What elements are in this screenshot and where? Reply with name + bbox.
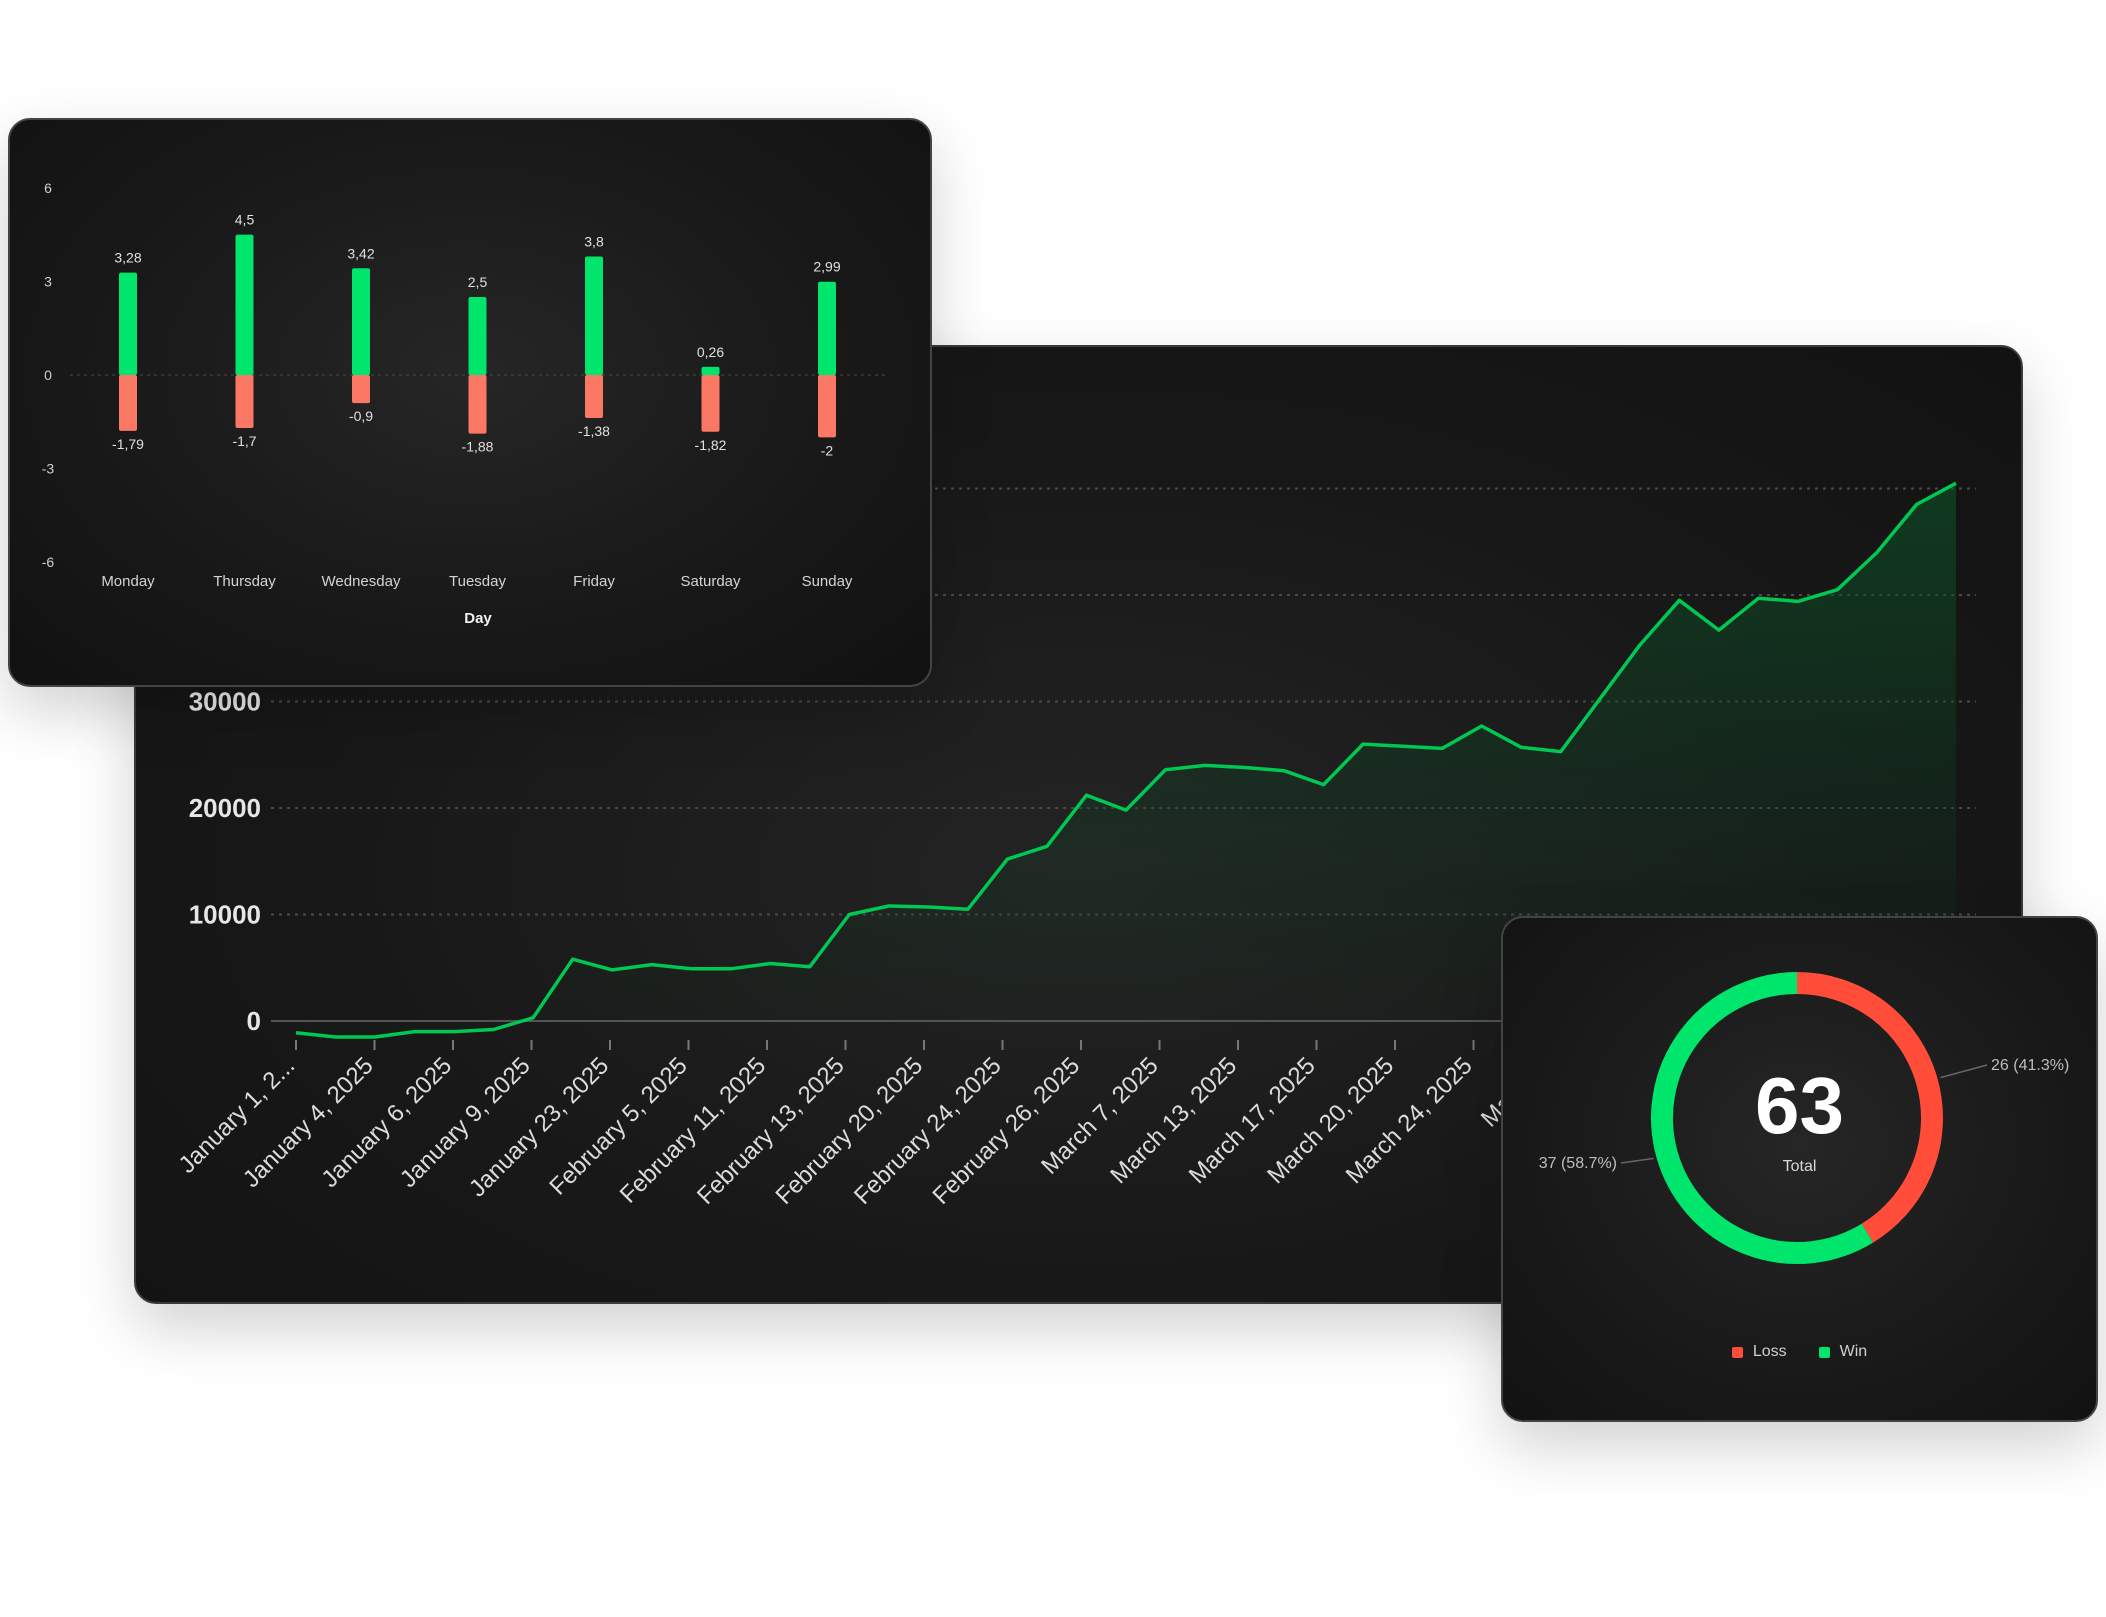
- x-axis-label: Day: [464, 610, 492, 627]
- y-tick-label: 3: [44, 273, 52, 289]
- win-data-label: 0,26: [697, 344, 724, 360]
- x-tick-label: Thursday: [213, 573, 276, 590]
- x-tick-label: Sunday: [802, 573, 853, 590]
- win-data-label: 3,42: [347, 245, 374, 261]
- legend-item-loss[interactable]: Loss: [1731, 1343, 1787, 1361]
- total-count: 63: [1755, 1061, 1844, 1150]
- loss-data-label: -1,82: [695, 437, 727, 453]
- day-of-week-card: 6 3 0 -3 -6 3,28 -1,79 Monday 4,5 -1,7 Thursday 3,4…: [8, 118, 932, 687]
- day-of-week-chart: 6 3 0 -3 -6 3,28 -1,79 Monday 4,5 -1,7 Thursday 3,4…: [42, 180, 888, 627]
- win-bar: [235, 234, 254, 375]
- win-bar: [468, 297, 487, 375]
- y-tick-label: -6: [42, 554, 55, 570]
- x-tick-label: Monday: [101, 573, 155, 590]
- win-bar: [818, 281, 836, 375]
- loss-bar: [701, 375, 720, 432]
- loss-bar: [119, 375, 137, 431]
- win-data-label: 3,8: [584, 233, 604, 249]
- win-bar: [352, 268, 370, 375]
- y-tick-label: -3: [42, 461, 55, 477]
- y-tick-label: 20000: [189, 793, 261, 823]
- win-loss-card: 26 (41.3%) 37 (58.7%) 63 Total Loss Win: [1501, 916, 2098, 1422]
- legend-label-win: Win: [1839, 1343, 1868, 1360]
- win-bar: [585, 256, 603, 375]
- leader-line: [1620, 1157, 1654, 1164]
- y-tick-label: 10000: [189, 900, 261, 930]
- donut-slice-loss: [1796, 972, 1943, 1243]
- loss-data-label: -1,7: [232, 433, 256, 449]
- total-label: Total: [1782, 1158, 1817, 1175]
- loss-swatch: [1731, 1346, 1743, 1358]
- loss-slice-label: 26 (41.3%): [1991, 1057, 2069, 1074]
- loss-data-label: -1,79: [112, 436, 144, 452]
- x-tick-label: Tuesday: [449, 573, 506, 590]
- loss-data-label: -1,38: [578, 423, 610, 439]
- win-swatch: [1818, 1346, 1830, 1358]
- x-tick-label: February 26, 2025: [927, 1052, 1085, 1210]
- win-data-label: 2,99: [813, 259, 840, 275]
- x-tick-label: February 13, 2025: [692, 1052, 850, 1210]
- y-tick-label: 0: [247, 1006, 261, 1036]
- loss-data-label: -0,9: [349, 408, 373, 424]
- x-tick-label: Wednesday: [322, 573, 401, 590]
- loss-bar: [818, 375, 836, 438]
- y-tick-label: 30000: [189, 687, 261, 717]
- win-loss-donut: 26 (41.3%) 37 (58.7%): [1539, 972, 2069, 1264]
- win-bar: [119, 272, 137, 375]
- x-tick-label: February 5, 2025: [544, 1052, 692, 1200]
- win-data-label: 3,28: [114, 250, 141, 266]
- legend-label-loss: Loss: [1752, 1343, 1787, 1360]
- area-fill: [296, 483, 1956, 1037]
- donut-legend: Loss Win: [1503, 1343, 2096, 1361]
- x-tick-label: February 24, 2025: [849, 1052, 1007, 1210]
- leader-line: [1940, 1064, 1988, 1079]
- loss-data-label: -1,88: [462, 439, 494, 455]
- series-line: [295, 481, 1957, 1039]
- cumulative-pnl-card: 0 10000 20000 30000 January 1, 2... January 4…: [134, 345, 2023, 1304]
- win-data-label: 4,5: [235, 212, 255, 228]
- win-bar: [701, 366, 720, 375]
- legend-item-win[interactable]: Win: [1818, 1343, 1868, 1361]
- y-tick-label: 0: [44, 367, 52, 383]
- x-tick-label: January 23, 2025: [464, 1052, 614, 1202]
- loss-bar: [352, 375, 370, 404]
- win-data-label: 2,5: [468, 274, 488, 290]
- y-tick-label: 6: [44, 180, 52, 196]
- x-tick-label: February 20, 2025: [770, 1052, 928, 1210]
- win-slice-label: 37 (58.7%): [1539, 1155, 1617, 1172]
- x-tick-label: Saturday: [680, 573, 741, 590]
- loss-bar: [235, 375, 254, 429]
- loss-data-label: -2: [821, 442, 834, 458]
- x-tick-label: February 11, 2025: [615, 1052, 772, 1209]
- donut-slice-win: [1651, 972, 1874, 1264]
- loss-bar: [585, 375, 603, 419]
- x-tick-label: Friday: [573, 573, 615, 590]
- loss-bar: [468, 375, 487, 434]
